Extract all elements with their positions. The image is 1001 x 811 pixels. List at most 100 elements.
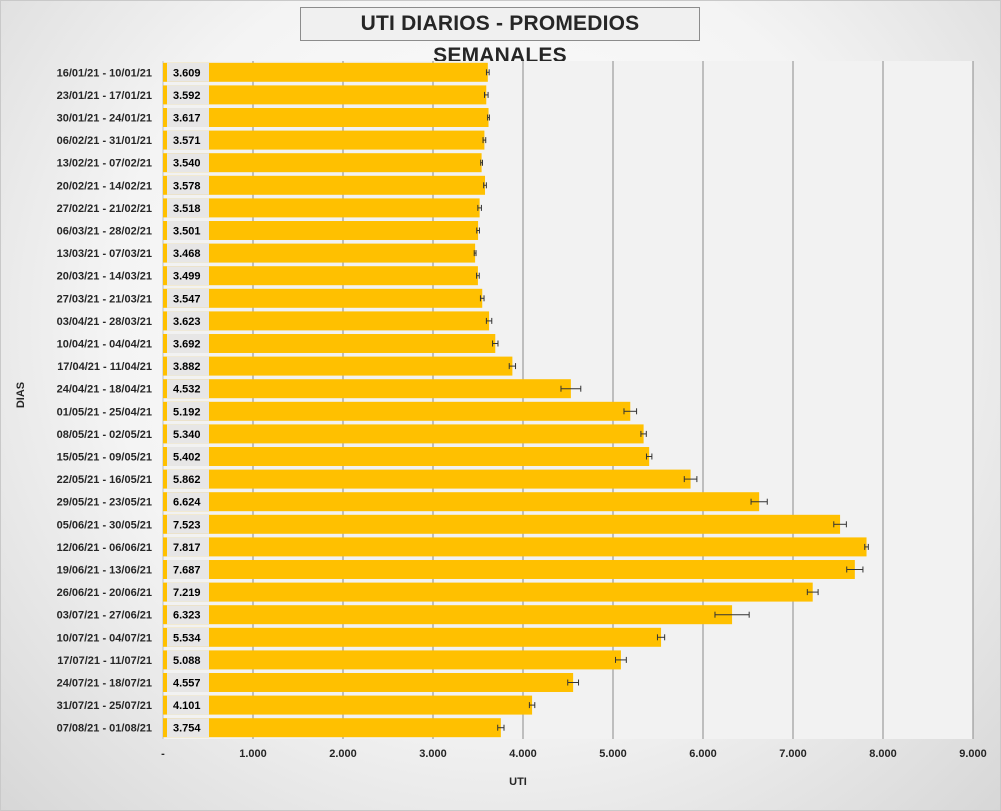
bar — [163, 492, 760, 512]
category-label: 23/01/21 - 17/01/21 — [57, 90, 152, 102]
data-label-box — [167, 334, 209, 353]
data-label: 7.523 — [173, 519, 201, 531]
data-label-box — [167, 153, 209, 173]
category-label: 20/02/21 - 14/02/21 — [57, 180, 152, 192]
data-label-box — [167, 514, 209, 534]
data-label: 7.817 — [173, 542, 201, 554]
data-label-box — [167, 243, 209, 263]
data-label-box — [167, 85, 209, 105]
bar — [163, 85, 487, 105]
category-label: 15/05/21 - 09/05/21 — [57, 452, 152, 464]
data-label: 3.540 — [173, 158, 201, 170]
bar — [163, 650, 621, 670]
bar — [163, 582, 813, 602]
category-label: 19/06/21 - 13/06/21 — [57, 565, 152, 577]
y-axis-title: DIAS — [15, 382, 27, 408]
data-label-box — [167, 62, 209, 82]
category-label: 17/04/21 - 11/04/21 — [57, 361, 152, 373]
x-tick-label: 4.000 — [509, 748, 537, 760]
bar — [163, 175, 486, 195]
data-label-box — [167, 469, 209, 489]
bar — [163, 695, 533, 715]
data-label-box — [167, 695, 209, 715]
x-tick-label: 1.000 — [239, 748, 267, 760]
data-label: 5.088 — [173, 655, 201, 667]
category-label: 05/06/21 - 30/05/21 — [57, 519, 152, 531]
data-label: 4.101 — [173, 700, 201, 712]
category-label: 30/01/21 - 24/01/21 — [57, 113, 152, 125]
category-label: 03/04/21 - 28/03/21 — [57, 316, 152, 328]
data-label-box — [167, 492, 209, 512]
data-label-box — [167, 424, 209, 444]
x-tick-label: 9.000 — [959, 748, 987, 760]
data-label-box — [167, 447, 209, 466]
category-label: 26/06/21 - 20/06/21 — [57, 587, 152, 599]
data-label-box — [167, 266, 209, 286]
bar — [163, 153, 482, 173]
category-label: 27/03/21 - 21/03/21 — [57, 293, 152, 305]
data-label: 6.624 — [173, 497, 201, 509]
data-label: 4.557 — [173, 678, 201, 690]
data-label: 3.499 — [173, 271, 201, 283]
data-label: 7.687 — [173, 565, 201, 577]
data-label-box — [167, 198, 209, 218]
data-label: 3.547 — [173, 293, 201, 305]
data-label: 3.692 — [173, 339, 201, 351]
x-axis-title: UTI — [509, 776, 527, 788]
category-label: 06/02/21 - 31/01/21 — [57, 135, 152, 147]
data-label: 3.609 — [173, 67, 201, 79]
data-label: 5.340 — [173, 429, 201, 441]
x-tick-label: 2.000 — [329, 748, 357, 760]
data-label: 3.623 — [173, 316, 201, 328]
category-label: 24/04/21 - 18/04/21 — [57, 384, 152, 396]
data-label: 5.192 — [173, 406, 201, 418]
x-tick-label: 6.000 — [689, 748, 717, 760]
bar — [163, 379, 571, 399]
category-labels: 16/01/21 - 10/01/21 23/01/21 - 17/01/21 30… — [57, 67, 152, 734]
data-label-box — [167, 221, 209, 240]
bar — [163, 266, 478, 286]
category-label: 17/07/21 - 11/07/21 — [57, 655, 152, 667]
data-label-box — [167, 356, 209, 376]
data-label-box — [167, 130, 209, 150]
data-label-box — [167, 108, 209, 127]
bar — [163, 627, 662, 647]
bar — [163, 334, 496, 353]
data-label-box — [167, 673, 209, 692]
bar — [163, 718, 501, 738]
x-tick-label: - — [161, 748, 165, 760]
gridlines — [162, 61, 974, 739]
data-label: 3.882 — [173, 361, 201, 373]
data-label: 3.617 — [173, 113, 201, 125]
x-tick-label: 7.000 — [779, 748, 807, 760]
data-label: 3.468 — [173, 248, 201, 260]
data-label-box — [167, 288, 209, 308]
category-label: 10/04/21 - 04/04/21 — [57, 339, 152, 351]
category-label: 27/02/21 - 21/02/21 — [57, 203, 152, 215]
data-label-box — [167, 537, 209, 557]
data-label: 3.501 — [173, 226, 201, 238]
category-label: 12/06/21 - 06/06/21 — [57, 542, 152, 554]
chart-title: UTI DIARIOS - PROMEDIOS SEMANALES — [300, 7, 700, 67]
plot-area — [163, 61, 973, 739]
category-label: 06/03/21 - 28/02/21 — [57, 226, 152, 238]
bar — [163, 198, 480, 218]
bar — [163, 221, 479, 240]
data-label-box — [167, 627, 209, 647]
bar — [163, 560, 855, 579]
category-label: 29/05/21 - 23/05/21 — [57, 497, 152, 509]
bar — [163, 108, 489, 127]
bar — [163, 311, 490, 331]
category-label: 20/03/21 - 14/03/21 — [57, 271, 152, 283]
data-label-box — [167, 718, 209, 738]
data-label: 4.532 — [173, 384, 201, 396]
data-label: 3.518 — [173, 203, 201, 215]
data-label-box — [167, 560, 209, 579]
bar — [163, 469, 691, 489]
data-label-box — [167, 175, 209, 195]
category-label: 13/02/21 - 07/02/21 — [57, 158, 152, 170]
data-label-box — [167, 401, 209, 421]
data-label-box — [167, 650, 209, 670]
bar — [163, 514, 841, 534]
